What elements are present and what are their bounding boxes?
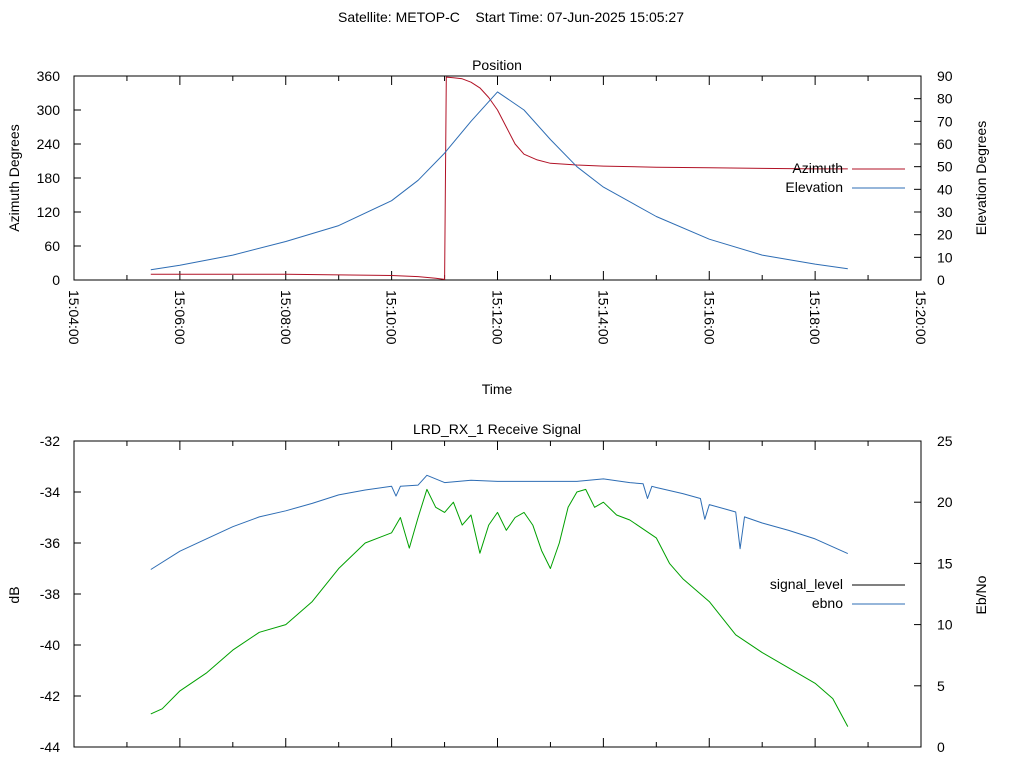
signal-y2-tick-label: 20 (937, 494, 953, 510)
position-x-tick-label: 15:18:00 (807, 290, 823, 345)
position-y2-tick-label: 70 (937, 113, 953, 129)
position-x-axis-label: Time (482, 381, 513, 397)
legend-label-signal-level: signal_level (770, 576, 843, 592)
position-y-tick-label: 120 (37, 204, 61, 220)
position-x-tick-label: 15:06:00 (172, 290, 188, 345)
position-y-tick-label: 0 (52, 272, 60, 288)
position-y2-tick-label: 90 (937, 68, 953, 84)
legend-label-azimuth: Azimuth (792, 160, 843, 176)
position-x-tick-label: 15:14:00 (595, 290, 611, 345)
signal-y-tick-label: -42 (40, 688, 60, 704)
position-legend: Azimuth Elevation (785, 160, 905, 195)
db-axis-label: dB (6, 586, 22, 603)
position-y-tick-label: 240 (37, 136, 61, 152)
position-y2-tick-label: 20 (937, 227, 953, 243)
position-y-tick-label: 360 (37, 68, 61, 84)
signal-legend: signal_level ebno (770, 576, 905, 611)
position-series (150, 76, 848, 280)
position-chart: Position Azimuth Degrees Elevation Degre… (6, 57, 989, 397)
position-x-tick-label: 15:20:00 (913, 290, 929, 345)
signal-y-tick-label: -36 (40, 535, 60, 551)
position-y2-tick-label: 60 (937, 136, 953, 152)
signal-chart: LRD_RX_1 Receive Signal dB Eb/No -44-42-… (6, 421, 989, 755)
ebno-axis-label: Eb/No (973, 575, 989, 614)
position-x-tick-label: 15:04:00 (66, 290, 82, 345)
position-x-tick-label: 15:10:00 (384, 290, 400, 345)
signal-y-tick-label: -40 (40, 637, 60, 653)
position-x-tick-label: 15:08:00 (278, 290, 294, 345)
position-plot-frame (73, 75, 922, 281)
signal-y2-tick-label: 15 (937, 555, 953, 571)
signal-y-tick-label: -44 (40, 739, 60, 755)
series-line-ebno (150, 474, 849, 570)
legend-label-ebno: ebno (812, 595, 843, 611)
signal-title: LRD_RX_1 Receive Signal (413, 421, 581, 437)
series-line-signal-level (150, 488, 849, 727)
position-x-tick-label: 15:16:00 (701, 290, 717, 345)
position-y2-tick-label: 0 (937, 272, 945, 288)
signal-plot-frame (73, 440, 922, 748)
position-y2-tick-label: 40 (937, 181, 953, 197)
position-ticks: 15:04:00 15:06:00 15:08:00 15:10:00 15:12:00… (37, 68, 953, 345)
position-y2-tick-label: 10 (937, 249, 953, 265)
position-y-tick-label: 60 (44, 238, 60, 254)
position-y-tick-label: 300 (37, 102, 61, 118)
position-y2-tick-label: 30 (937, 204, 953, 220)
series-line-azimuth (150, 76, 848, 280)
series-line-elevation (150, 91, 848, 271)
position-y2-tick-label: 80 (937, 91, 953, 107)
signal-y2-tick-label: 0 (937, 739, 945, 755)
position-y-tick-label: 180 (37, 170, 61, 186)
elevation-axis-label: Elevation Degrees (973, 121, 989, 235)
figure-title: Satellite: METOP-C Start Time: 07-Jun-20… (338, 9, 684, 25)
azimuth-axis-label: Azimuth Degrees (6, 124, 22, 231)
signal-y-tick-label: -32 (40, 433, 60, 449)
position-y2-tick-label: 50 (937, 159, 953, 175)
signal-ticks: -44 -42 -40 -38 -36 -34 -32 0 5 10 15 20 25 (40, 433, 953, 755)
signal-y2-tick-label: 10 (937, 617, 953, 633)
legend-label-elevation: Elevation (785, 179, 843, 195)
position-title: Position (472, 57, 522, 73)
signal-y2-tick-label: 5 (937, 678, 945, 694)
signal-series (150, 474, 849, 727)
signal-y2-tick-label: 25 (937, 433, 953, 449)
signal-y-tick-label: -34 (40, 484, 60, 500)
signal-y-tick-label: -38 (40, 586, 60, 602)
position-x-tick-label: 15:12:00 (490, 290, 506, 345)
